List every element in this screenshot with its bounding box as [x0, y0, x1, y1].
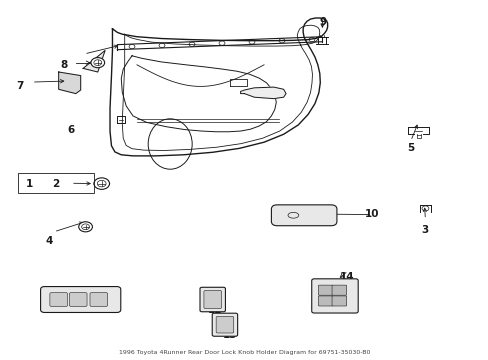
- Polygon shape: [59, 72, 81, 94]
- FancyBboxPatch shape: [331, 285, 346, 295]
- Polygon shape: [83, 50, 105, 72]
- Text: 4: 4: [45, 236, 53, 246]
- Circle shape: [79, 222, 92, 232]
- FancyBboxPatch shape: [331, 296, 346, 306]
- FancyBboxPatch shape: [41, 287, 121, 312]
- Text: 5: 5: [407, 143, 413, 153]
- Text: 6: 6: [67, 125, 74, 135]
- Text: 9: 9: [319, 17, 325, 27]
- FancyBboxPatch shape: [271, 205, 336, 226]
- Polygon shape: [240, 87, 285, 99]
- FancyBboxPatch shape: [200, 287, 225, 312]
- FancyBboxPatch shape: [212, 313, 237, 336]
- Text: 10: 10: [364, 209, 378, 219]
- Text: 1: 1: [26, 179, 33, 189]
- FancyBboxPatch shape: [203, 291, 221, 309]
- FancyBboxPatch shape: [69, 293, 87, 306]
- Text: 13: 13: [222, 330, 237, 340]
- Text: 12: 12: [207, 305, 222, 315]
- Text: 14: 14: [339, 272, 354, 282]
- FancyBboxPatch shape: [318, 285, 332, 295]
- Text: 8: 8: [60, 60, 67, 70]
- Text: 1996 Toyota 4Runner Rear Door Lock Knob Holder Diagram for 69751-35030-B0: 1996 Toyota 4Runner Rear Door Lock Knob …: [119, 350, 369, 355]
- Text: 11: 11: [73, 299, 88, 309]
- FancyBboxPatch shape: [216, 316, 233, 333]
- Circle shape: [94, 178, 109, 189]
- Circle shape: [91, 58, 104, 68]
- Text: 2: 2: [53, 179, 60, 189]
- FancyBboxPatch shape: [318, 296, 332, 306]
- FancyBboxPatch shape: [50, 293, 67, 306]
- Text: 3: 3: [421, 225, 428, 235]
- Text: 7: 7: [16, 81, 23, 91]
- FancyBboxPatch shape: [311, 279, 357, 313]
- FancyBboxPatch shape: [90, 293, 107, 306]
